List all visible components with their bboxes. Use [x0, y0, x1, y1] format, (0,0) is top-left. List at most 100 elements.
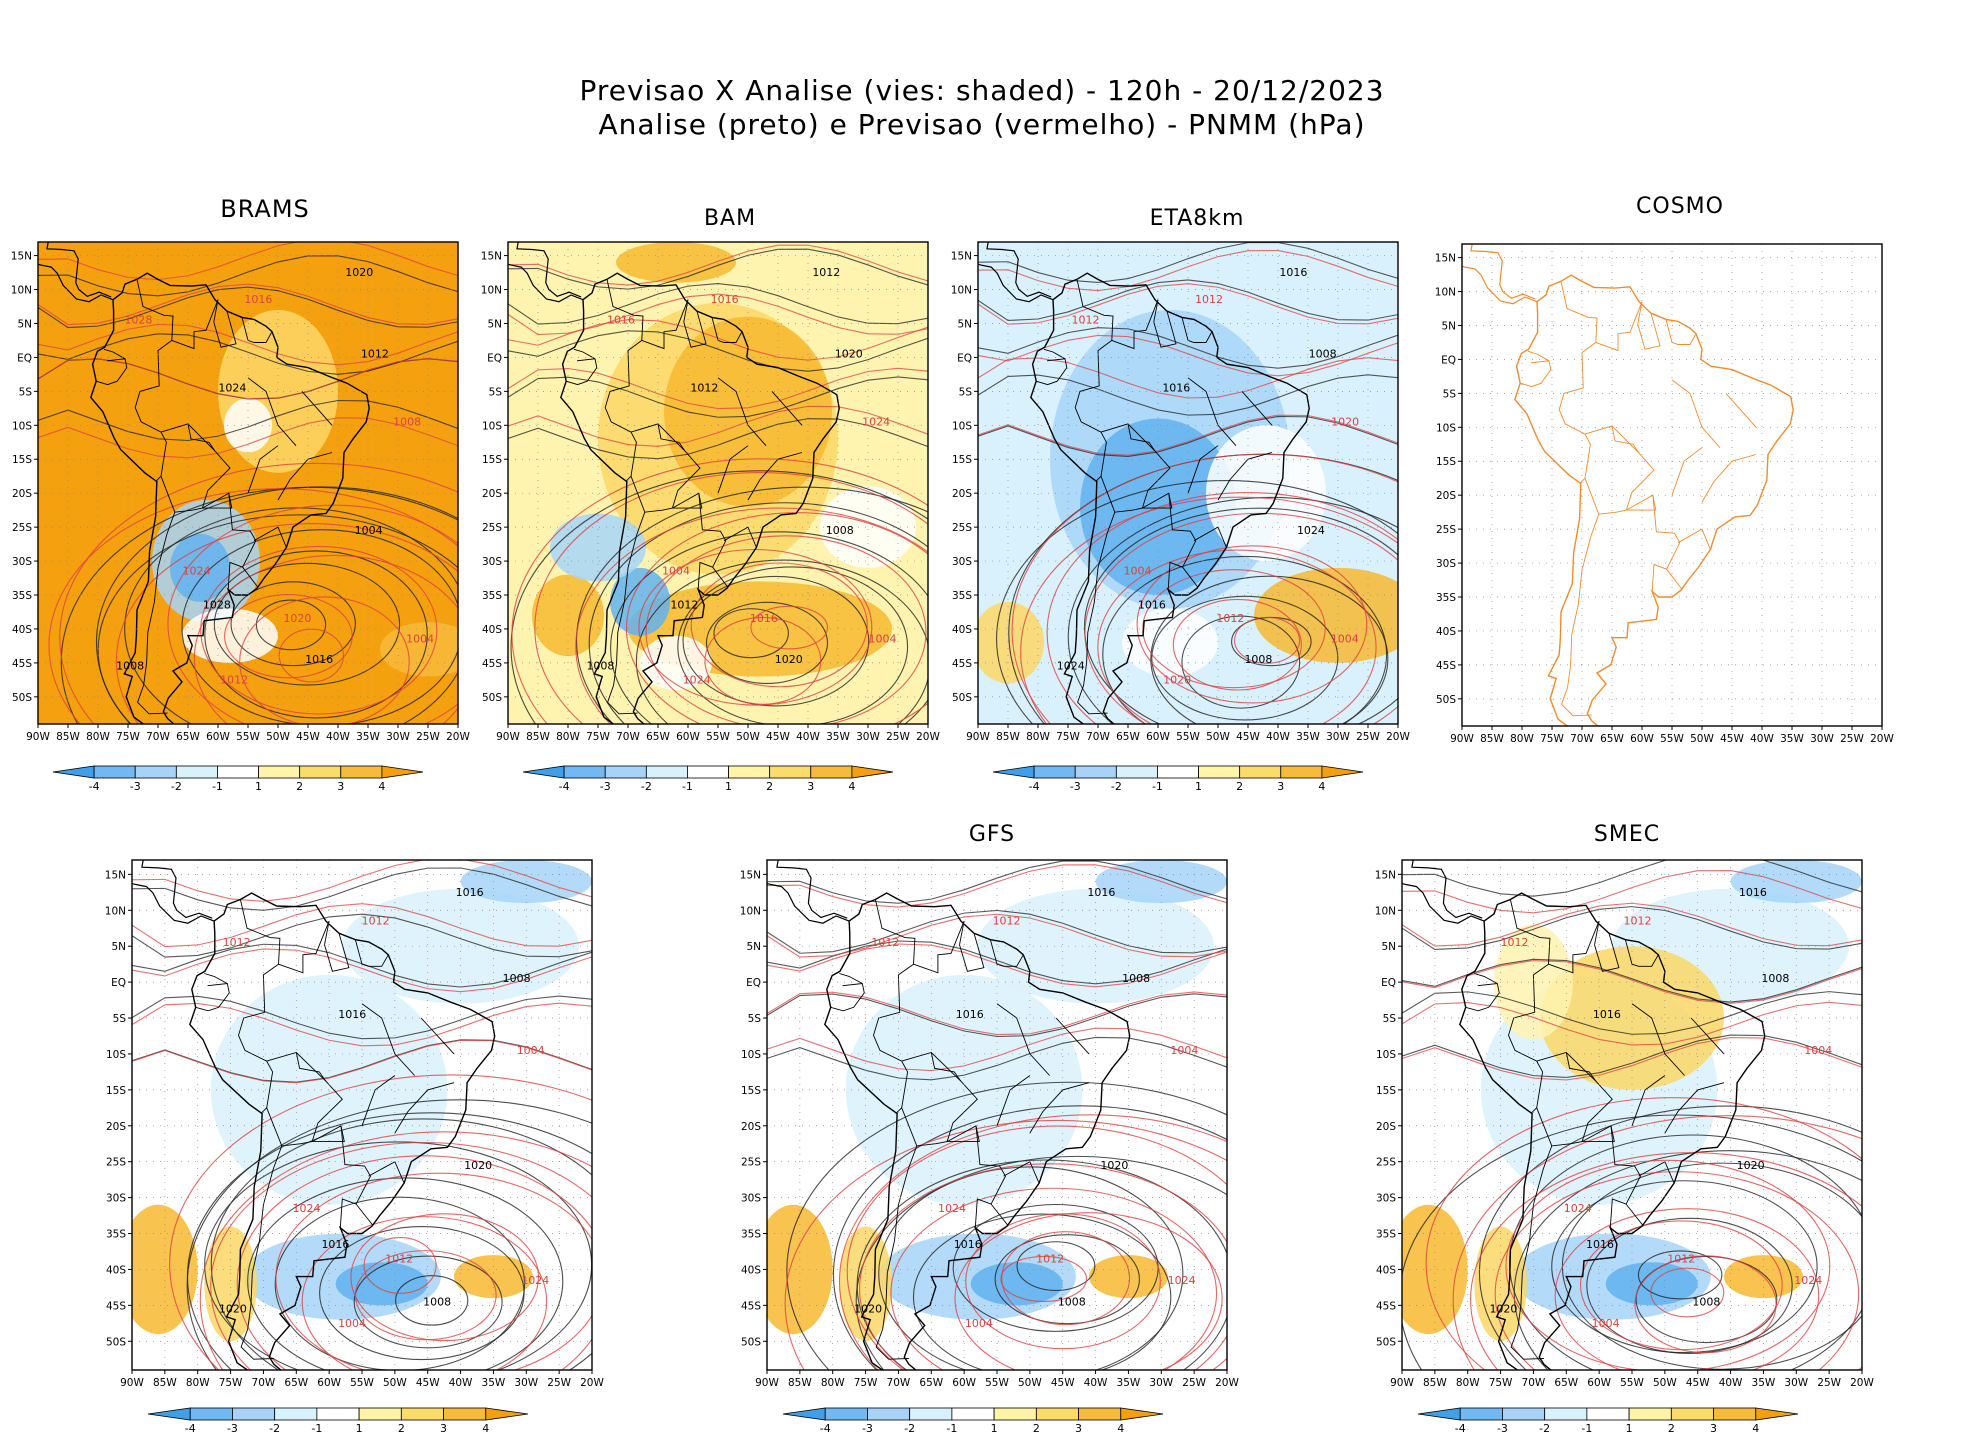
- colorbar-segment: [687, 765, 729, 779]
- lat-tick-label: 50S: [1376, 1336, 1396, 1348]
- lon-tick-label: 50W: [266, 731, 290, 743]
- country-border: [1725, 393, 1757, 428]
- lat-tick-label: 20S: [1376, 1121, 1396, 1133]
- country-border: [241, 317, 273, 343]
- lat-tick-label: 45S: [1376, 1300, 1396, 1312]
- country-border: [625, 475, 632, 482]
- lat-tick-label: 40S: [1436, 626, 1456, 638]
- map-panel-unnamed: 1016 1012 1008 1004 1020 1024 1016 1012 1008 1004…: [105, 859, 604, 1389]
- lat-tick-label: 50S: [482, 692, 502, 704]
- isobar-value-label: 1016: [1162, 381, 1190, 394]
- country-border: [839, 973, 863, 984]
- country-border: [295, 1052, 327, 1082]
- isobar-contour: [132, 903, 592, 948]
- bias-shading-region: [820, 486, 916, 568]
- isobar-value-label: 1012: [812, 266, 840, 279]
- isobar-contour: [510, 470, 928, 724]
- colorbar-segment: [782, 1407, 826, 1421]
- isobar-contour: [1234, 616, 1301, 664]
- isobar-contour: [978, 374, 1398, 416]
- country-border: [1548, 920, 1600, 974]
- isobar-value-label: 1004: [1170, 1044, 1198, 1057]
- isobar-contour: [677, 566, 909, 724]
- isobar-contour: [1402, 958, 1862, 1003]
- lon-tick-label: 50W: [383, 1377, 407, 1389]
- isobar-contour: [224, 594, 353, 679]
- colorbar-segment: [728, 765, 771, 779]
- isobar-contour: [132, 867, 592, 911]
- isobar-contour: [1513, 1150, 1862, 1370]
- isobar-value-label: 1016: [456, 886, 484, 899]
- isobar-contour: [239, 596, 410, 724]
- country-border: [1474, 973, 1498, 984]
- colorbar-label: -2: [171, 780, 182, 793]
- isobar-value-label: 1008: [423, 1295, 451, 1308]
- panel-title-brams: BRAMS: [220, 195, 310, 223]
- country-border: [930, 1052, 962, 1082]
- lat-tick-label: 15N: [481, 251, 502, 263]
- lon-tick-label: 70W: [1522, 1377, 1546, 1389]
- lon-tick-label: 45W: [1720, 733, 1744, 745]
- isobar-contour: [350, 1213, 540, 1342]
- country-border: [227, 561, 243, 590]
- colorbar-segment: [992, 765, 1035, 779]
- lon-tick-label: 85W: [996, 731, 1020, 743]
- continent-outline: [1514, 274, 1794, 726]
- country-border: [1631, 1003, 1685, 1076]
- lon-tick-label: 75W: [219, 1377, 243, 1389]
- colorbar-brams: -4 -3 -2 -1 1 2 3 4: [52, 765, 424, 793]
- isobar-contour: [132, 860, 592, 902]
- central-america-outline: [1411, 860, 1483, 919]
- country-border: [1558, 281, 1682, 590]
- country-border: [989, 939, 1024, 967]
- country-border: [1217, 452, 1273, 501]
- country-border: [354, 939, 389, 967]
- isobar-value-label: 1008: [826, 524, 854, 537]
- colorbar-segment: [52, 765, 95, 779]
- isobar-value-label: 1020: [283, 612, 311, 625]
- colorbar-segment: [1239, 765, 1282, 779]
- country-border: [238, 899, 373, 1226]
- colorbar-label: 2: [766, 780, 773, 793]
- isobar-contour: [1011, 453, 1398, 724]
- panel-title-bam: BAM: [703, 206, 757, 231]
- bias-shading-region: [1605, 1262, 1698, 1306]
- lon-tick-label: 50W: [1653, 1377, 1677, 1389]
- title-line-2: Analise (preto) e Previsao (vermelho) - …: [598, 108, 1366, 141]
- map-background: [1462, 244, 1882, 726]
- isobar-contour: [978, 250, 1398, 292]
- colorbar-label: -4: [820, 1422, 831, 1435]
- colorbar-label: -3: [1497, 1422, 1508, 1435]
- country-border: [213, 311, 237, 348]
- colorbar-label: 3: [440, 1422, 447, 1435]
- isobar-value-label: 1012: [871, 936, 899, 949]
- isobar-contour: [645, 535, 927, 724]
- lat-tick-label: 10S: [952, 420, 972, 432]
- isobar-contour: [635, 559, 928, 724]
- country-border: [1594, 933, 1620, 972]
- isobar-contour: [210, 1118, 592, 1370]
- country-border: [913, 920, 965, 974]
- colorbar-label: 2: [1236, 780, 1243, 793]
- lon-tick-label: 20W: [1215, 1377, 1239, 1389]
- colorbar-segment: [485, 1407, 529, 1421]
- lon-tick-label: 80W: [821, 1377, 845, 1389]
- isobar-contour: [767, 993, 1227, 1038]
- isobar-contour: [193, 554, 458, 724]
- country-border: [672, 493, 703, 509]
- lon-tick-label: 80W: [86, 731, 110, 743]
- colorbar-segment: [358, 1407, 402, 1421]
- lon-tick-label: 65W: [1600, 733, 1624, 745]
- isobar-contour: [511, 458, 928, 724]
- colorbar-label: 3: [1277, 780, 1284, 793]
- colorbar-eta8km: -4 -3 -2 -1 1 2 3 4: [992, 765, 1364, 793]
- country-border: [1043, 348, 1066, 360]
- lon-tick-label: 55W: [350, 1377, 374, 1389]
- isobar-value-label: 1008: [116, 660, 144, 673]
- country-border: [260, 1107, 268, 1114]
- country-border: [1690, 1017, 1725, 1055]
- isobar-value-label: 1020: [345, 266, 373, 279]
- isobar-contour: [705, 601, 829, 685]
- isobar-contour: [1505, 1159, 1831, 1370]
- lat-tick-label: 30S: [482, 556, 502, 568]
